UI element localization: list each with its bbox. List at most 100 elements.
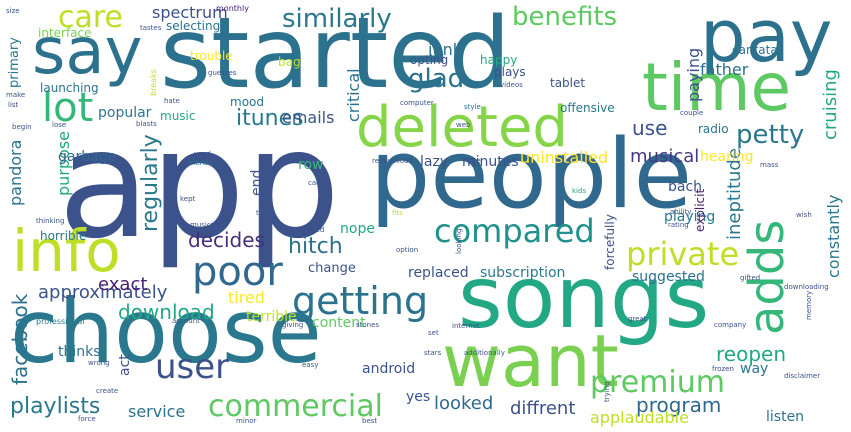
word: hitch bbox=[288, 234, 343, 259]
word: launching bbox=[40, 81, 99, 95]
word: minor bbox=[236, 417, 257, 425]
word: best bbox=[362, 417, 378, 425]
word: act bbox=[117, 354, 133, 376]
word: lazy bbox=[420, 154, 449, 170]
word: downloading bbox=[784, 283, 829, 291]
word: wish bbox=[796, 211, 812, 219]
word: exact bbox=[98, 274, 148, 295]
word: internet bbox=[452, 322, 480, 330]
word: subscription bbox=[480, 265, 566, 281]
word: frozen bbox=[712, 365, 734, 373]
word: account bbox=[172, 317, 200, 325]
word: app bbox=[58, 98, 341, 272]
word: offensive bbox=[560, 101, 615, 115]
word: commercial bbox=[208, 389, 383, 424]
word: tablet bbox=[550, 76, 586, 90]
word: thinking bbox=[36, 217, 65, 225]
word: web bbox=[456, 121, 471, 129]
word: spectrum bbox=[152, 3, 228, 22]
word: terrible bbox=[246, 309, 297, 325]
word: make bbox=[6, 91, 26, 99]
word: trying bbox=[603, 381, 611, 402]
word: easy bbox=[302, 361, 319, 369]
word: gifted bbox=[740, 274, 761, 282]
word: compared bbox=[434, 212, 595, 250]
word: constantly bbox=[824, 194, 843, 278]
word: nope bbox=[340, 221, 375, 237]
word: critical bbox=[344, 68, 363, 122]
word: redownload bbox=[372, 157, 413, 165]
word: cantata bbox=[732, 43, 778, 57]
word: listen bbox=[766, 409, 805, 425]
word: benefits bbox=[512, 2, 618, 32]
word: user bbox=[155, 347, 230, 387]
word: musical bbox=[630, 146, 700, 167]
word: blasts bbox=[136, 120, 157, 128]
word: reopen bbox=[716, 342, 786, 366]
word: pandora bbox=[6, 139, 25, 206]
word: uninstalled bbox=[520, 148, 609, 167]
word: choose bbox=[10, 280, 322, 383]
word: end bbox=[249, 169, 265, 196]
word: stones bbox=[356, 321, 380, 329]
word: computer bbox=[400, 99, 434, 107]
word: emails bbox=[282, 108, 335, 127]
word: mass bbox=[760, 161, 779, 169]
word: poor bbox=[192, 249, 283, 295]
word: disclaimer bbox=[784, 372, 821, 380]
word: great bbox=[628, 315, 647, 323]
word: pay bbox=[700, 0, 833, 78]
word: additionally bbox=[464, 349, 505, 357]
word: begin bbox=[12, 123, 32, 131]
word: approximately bbox=[38, 282, 168, 303]
word: radio bbox=[698, 122, 729, 136]
word: popular bbox=[98, 105, 152, 121]
word: download bbox=[118, 300, 215, 324]
word: android bbox=[362, 361, 416, 377]
word: program bbox=[636, 393, 722, 417]
word: looked bbox=[434, 393, 494, 414]
word: cruising bbox=[820, 69, 841, 140]
word: bag bbox=[278, 55, 301, 69]
word: playlists bbox=[10, 394, 101, 419]
word: regularly bbox=[138, 134, 163, 232]
word: happy bbox=[480, 53, 518, 67]
word: interface bbox=[38, 26, 92, 40]
word: wrong bbox=[88, 359, 110, 367]
word: garbage bbox=[58, 149, 117, 165]
word: looking bbox=[455, 228, 463, 254]
word: father bbox=[700, 60, 749, 79]
word: junk bbox=[428, 40, 462, 59]
word: option bbox=[396, 246, 419, 254]
word: yes bbox=[406, 389, 431, 405]
word: service bbox=[128, 402, 186, 421]
word: musician bbox=[190, 221, 222, 229]
word: company bbox=[714, 321, 747, 329]
word: people bbox=[370, 120, 693, 230]
word: deleted bbox=[356, 95, 568, 160]
word: couple bbox=[680, 109, 704, 117]
word: professional bbox=[36, 317, 85, 326]
word: replaced bbox=[408, 265, 469, 281]
word: applaudable bbox=[590, 408, 689, 427]
word: minutes bbox=[462, 154, 519, 170]
word: plays bbox=[494, 65, 526, 79]
word: force bbox=[78, 415, 96, 423]
word: songs bbox=[458, 248, 710, 348]
word: forcefully bbox=[603, 214, 617, 270]
word: style bbox=[464, 103, 481, 111]
word: way bbox=[740, 361, 769, 377]
word: want bbox=[442, 319, 619, 403]
word: lose bbox=[52, 121, 67, 129]
word: content bbox=[312, 315, 366, 331]
word: itunes bbox=[236, 106, 304, 131]
word: tick bbox=[256, 209, 269, 217]
word: glad bbox=[408, 64, 465, 94]
word: hearing bbox=[700, 149, 754, 165]
word: fits bbox=[392, 209, 403, 217]
word: diffrent bbox=[510, 398, 576, 419]
word: friendly bbox=[188, 159, 215, 167]
word: trouble bbox=[190, 49, 233, 63]
word: hate bbox=[164, 97, 180, 105]
